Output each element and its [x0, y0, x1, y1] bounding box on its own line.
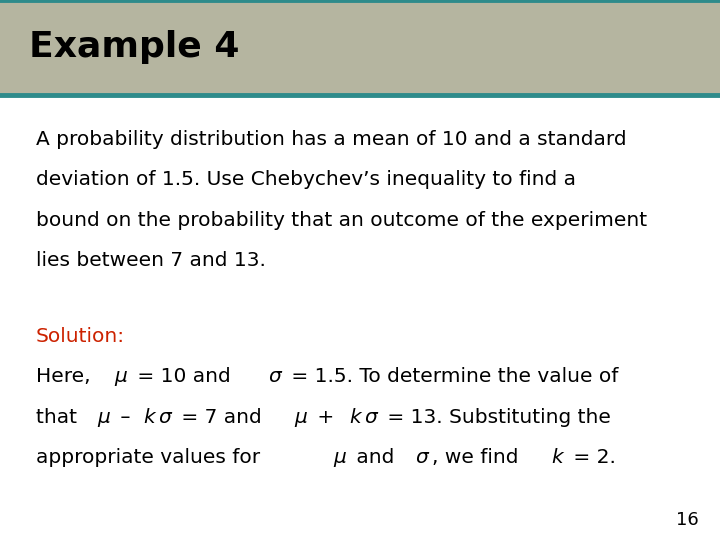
Bar	[0, 0, 720, 94]
Text: = 7 and: = 7 and	[174, 408, 268, 427]
Text: 16: 16	[675, 511, 698, 529]
Text: lies between 7 and 13.: lies between 7 and 13.	[36, 251, 266, 270]
Text: k: k	[552, 448, 563, 467]
Text: A probability distribution has a mean of 10 and a standard: A probability distribution has a mean of…	[36, 130, 626, 148]
Text: Example 4: Example 4	[29, 30, 239, 64]
Text: = 10 and: = 10 and	[131, 367, 238, 386]
Text: σ: σ	[364, 408, 377, 427]
Text: = 2.: = 2.	[567, 448, 616, 467]
Text: μ: μ	[333, 448, 346, 467]
Text: –: –	[114, 408, 137, 427]
Text: bound on the probability that an outcome of the experiment: bound on the probability that an outcome…	[36, 211, 647, 229]
Text: μ: μ	[294, 408, 307, 427]
Text: Solution:: Solution:	[36, 327, 125, 346]
Text: σ: σ	[158, 408, 171, 427]
Text: σ: σ	[268, 367, 281, 386]
Text: k: k	[349, 408, 361, 427]
Text: that: that	[36, 408, 84, 427]
Text: and: and	[350, 448, 400, 467]
Text: k: k	[143, 408, 155, 427]
Text: Here,: Here,	[36, 367, 97, 386]
Text: +: +	[311, 408, 341, 427]
Text: deviation of 1.5. Use Chebychev’s inequality to find a: deviation of 1.5. Use Chebychev’s inequa…	[36, 170, 576, 189]
Text: = 1.5. To determine the value of: = 1.5. To determine the value of	[284, 367, 624, 386]
Text: appropriate values for: appropriate values for	[36, 448, 266, 467]
Text: μ: μ	[114, 367, 127, 386]
Text: , we find: , we find	[432, 448, 525, 467]
Text: σ: σ	[415, 448, 428, 467]
Text: = 13. Substituting the: = 13. Substituting the	[381, 408, 611, 427]
Text: μ: μ	[97, 408, 110, 427]
